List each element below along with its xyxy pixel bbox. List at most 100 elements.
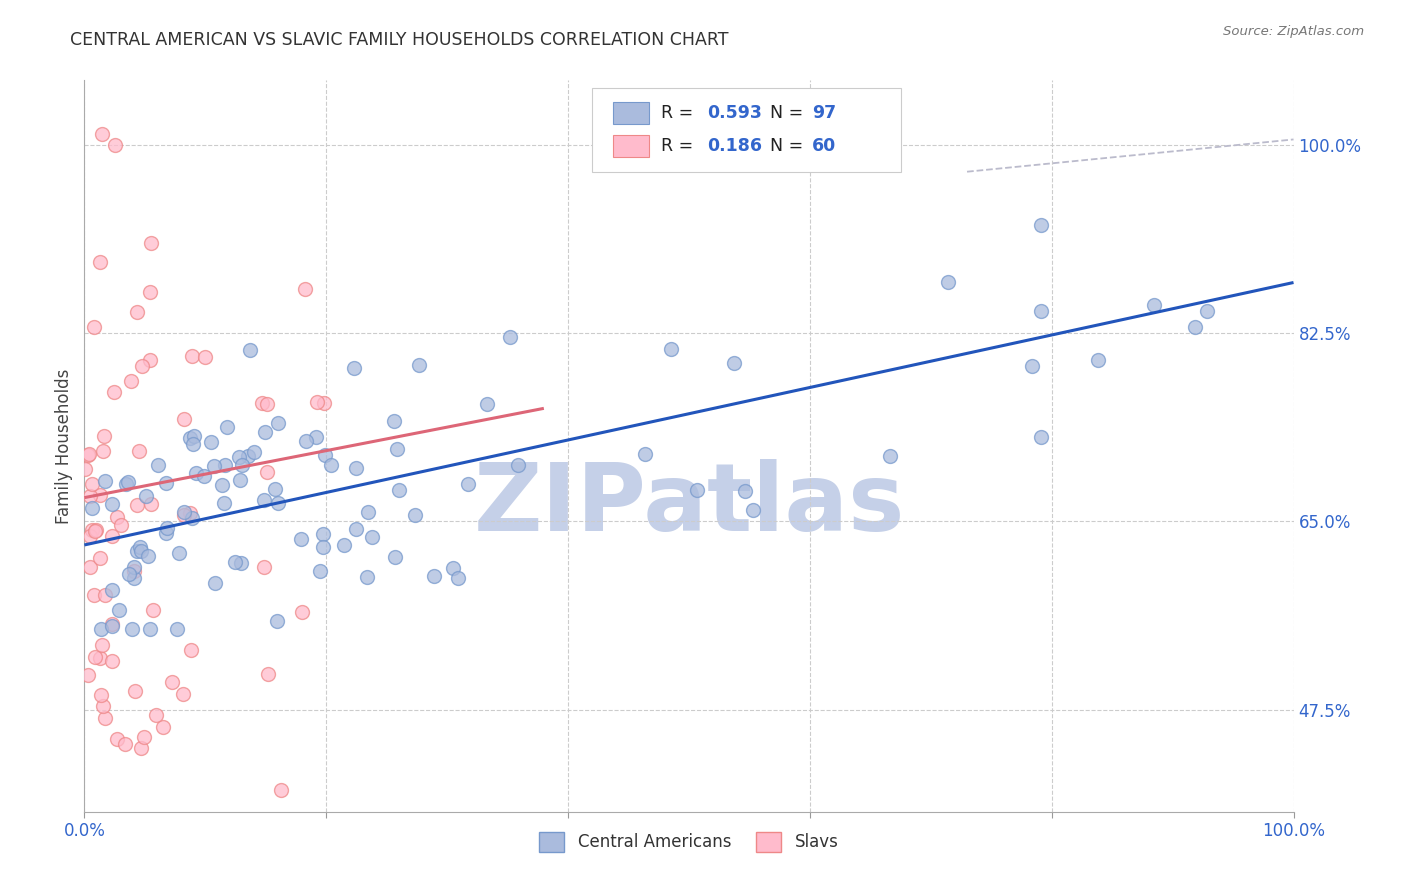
- Point: [200, 434, 222, 449]
- Text: CENTRAL AMERICAN VS SLAVIC FAMILY HOUSEHOLDS CORRELATION CHART: CENTRAL AMERICAN VS SLAVIC FAMILY HOUSEH…: [70, 31, 728, 49]
- Point: [193, 469, 215, 483]
- Point: [122, 571, 145, 585]
- Point: [388, 483, 411, 497]
- Point: [357, 504, 380, 518]
- Point: [183, 429, 205, 443]
- Point: [90, 689, 112, 703]
- Point: [211, 478, 233, 492]
- Point: [212, 496, 235, 510]
- Point: [256, 397, 278, 411]
- Text: N =: N =: [770, 104, 808, 122]
- Point: [734, 483, 756, 498]
- Point: [879, 449, 901, 463]
- Point: [107, 509, 129, 524]
- Point: [82, 523, 104, 537]
- Point: [93, 429, 115, 443]
- Point: [173, 687, 195, 701]
- Point: [139, 622, 162, 636]
- Point: [253, 560, 276, 574]
- Point: [125, 498, 148, 512]
- Point: [79, 489, 101, 503]
- Point: [314, 449, 336, 463]
- Point: [723, 356, 745, 370]
- Point: [79, 447, 101, 461]
- Point: [294, 434, 316, 449]
- Point: [231, 458, 253, 473]
- Point: [384, 550, 406, 565]
- Point: [204, 575, 226, 590]
- Point: [422, 569, 444, 583]
- Point: [181, 349, 204, 363]
- Point: [91, 638, 114, 652]
- Text: 60: 60: [813, 137, 837, 155]
- Point: [128, 444, 150, 458]
- Point: [90, 622, 112, 636]
- Point: [936, 275, 959, 289]
- Point: [239, 343, 262, 357]
- Point: [91, 443, 114, 458]
- Point: [266, 614, 288, 628]
- Point: [142, 603, 165, 617]
- Point: [114, 737, 136, 751]
- Point: [180, 511, 202, 525]
- Point: [103, 384, 125, 399]
- Point: [104, 137, 127, 152]
- Point: [264, 482, 287, 496]
- Point: [307, 394, 329, 409]
- Point: [1087, 352, 1109, 367]
- FancyBboxPatch shape: [613, 103, 650, 124]
- Text: R =: R =: [661, 104, 699, 122]
- Point: [83, 320, 105, 334]
- Point: [253, 492, 276, 507]
- Point: [344, 522, 367, 536]
- Point: [139, 353, 162, 368]
- Point: [457, 477, 479, 491]
- Point: [186, 466, 208, 480]
- FancyBboxPatch shape: [592, 87, 901, 171]
- Text: R =: R =: [661, 137, 699, 155]
- Point: [179, 506, 201, 520]
- Point: [290, 532, 312, 546]
- Point: [633, 447, 655, 461]
- Point: [333, 538, 356, 552]
- Point: [135, 489, 157, 503]
- Point: [121, 622, 143, 636]
- Point: [294, 282, 316, 296]
- Point: [1021, 359, 1043, 373]
- Point: [256, 466, 278, 480]
- Point: [214, 458, 236, 472]
- Point: [94, 588, 117, 602]
- Point: [110, 518, 132, 533]
- Text: 97: 97: [813, 104, 837, 122]
- Point: [312, 527, 335, 541]
- Point: [447, 571, 470, 585]
- Point: [243, 445, 266, 459]
- Point: [83, 524, 105, 538]
- FancyBboxPatch shape: [613, 135, 650, 157]
- Point: [89, 254, 111, 268]
- Point: [125, 304, 148, 318]
- Point: [89, 551, 111, 566]
- Point: [115, 477, 138, 491]
- Point: [89, 488, 111, 502]
- Point: [101, 528, 124, 542]
- Point: [475, 397, 498, 411]
- Point: [125, 543, 148, 558]
- Point: [305, 430, 328, 444]
- Point: [659, 342, 682, 356]
- Text: N =: N =: [770, 137, 808, 155]
- Point: [145, 707, 167, 722]
- Point: [356, 570, 378, 584]
- Text: Source: ZipAtlas.com: Source: ZipAtlas.com: [1223, 25, 1364, 38]
- Point: [254, 425, 277, 439]
- Point: [129, 741, 152, 756]
- Point: [84, 650, 107, 665]
- Point: [75, 462, 97, 476]
- Text: 0.186: 0.186: [707, 137, 762, 155]
- Point: [79, 560, 101, 574]
- Point: [408, 359, 430, 373]
- Point: [139, 285, 162, 300]
- Point: [131, 359, 153, 374]
- Point: [215, 419, 238, 434]
- Point: [387, 442, 409, 457]
